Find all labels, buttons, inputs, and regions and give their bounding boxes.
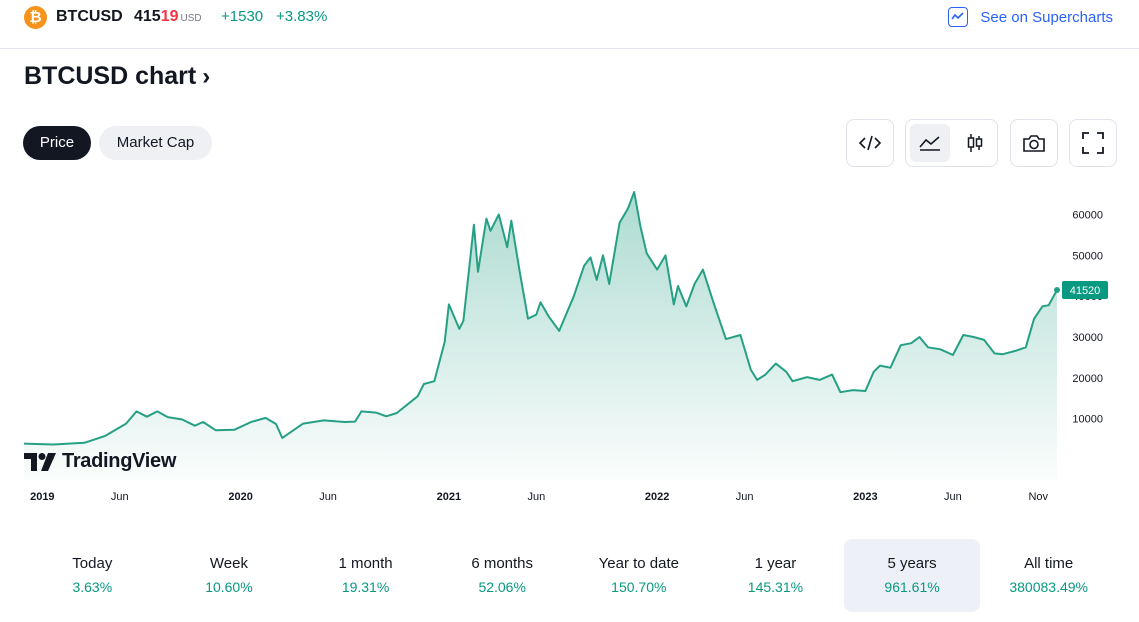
period-value: 150.70% <box>611 579 667 595</box>
period-label: 1 year <box>754 555 797 572</box>
period-value: 145.31% <box>747 579 804 595</box>
candlestick-icon <box>967 134 983 152</box>
x-tick-label: 2021 <box>437 491 461 503</box>
price-chart[interactable]: 100002000030000400005000060000 2019Jun20… <box>0 180 1139 510</box>
header-divider <box>0 48 1139 49</box>
candle-style-button[interactable] <box>955 124 995 162</box>
period-performance-bar: Today 3.63% Week 10.60% 1 month 19.31% 6 mo… <box>24 539 1117 612</box>
period-value: 961.61% <box>884 579 940 595</box>
chart-line-icon <box>948 7 969 27</box>
period-label: All time <box>1024 555 1074 572</box>
last-value-label: 41520 <box>1070 285 1101 297</box>
fullscreen-icon <box>1082 132 1104 154</box>
period-5-years[interactable]: 5 years 961.61% <box>843 539 981 612</box>
symbol-header: ₿ BTCUSD 41519 USD +1530 +3.83% See on Su… <box>0 0 1139 40</box>
price-series-line <box>23 191 1058 446</box>
y-tick-label: 10000 <box>1072 414 1103 426</box>
x-tick-label: Jun <box>111 491 129 503</box>
last-value-badge <box>1062 280 1108 299</box>
period-label: Today <box>72 555 113 572</box>
period-value: 3.63% <box>72 579 113 595</box>
period-value: 10.60% <box>205 579 253 595</box>
period-label: Year to date <box>598 555 679 572</box>
symbol-name[interactable]: BTCUSD <box>56 8 123 25</box>
period-value: 380083.49% <box>1009 579 1088 595</box>
area-chart-icon <box>919 136 940 151</box>
price-currency: USD <box>180 13 202 24</box>
price-change: +1530 <box>221 8 264 25</box>
period-1-month[interactable]: 1 month 19.31% <box>297 539 434 612</box>
x-tick-label: Nov <box>1028 491 1048 503</box>
y-tick-label: 50000 <box>1072 250 1103 262</box>
embed-button[interactable] <box>846 119 894 167</box>
y-tick-label: 30000 <box>1072 332 1103 344</box>
period-1-year[interactable]: 1 year 145.31% <box>707 539 844 612</box>
period-label: 6 months <box>471 555 534 572</box>
tab-price[interactable]: Price <box>23 126 91 160</box>
period-all-time[interactable]: All time 380083.49% <box>980 539 1117 612</box>
bitcoin-icon: ₿ <box>24 6 47 29</box>
x-tick-label: 2020 <box>228 491 252 503</box>
page-title-text: BTCUSD chart <box>24 62 197 90</box>
period-label: Week <box>209 555 248 572</box>
tradingview-label: TradingView <box>62 450 177 472</box>
chevron-right-icon: › <box>202 62 211 90</box>
page-title[interactable]: BTCUSD chart › <box>24 62 210 91</box>
x-tick-label: Jun <box>944 491 962 503</box>
tradingview-logo[interactable]: TradingView <box>24 450 176 473</box>
snapshot-button[interactable] <box>1010 119 1058 167</box>
area-style-button[interactable] <box>910 124 950 162</box>
x-tick-label: 2023 <box>853 491 877 503</box>
y-tick-label: 60000 <box>1072 210 1103 222</box>
chart-style-group <box>905 119 998 167</box>
period-week[interactable]: Week 10.60% <box>161 539 298 612</box>
supercharts-label: See on Supercharts <box>980 8 1113 26</box>
period-label: 1 month <box>338 555 393 572</box>
x-tick-label: 2019 <box>30 491 54 503</box>
price-main: 415 <box>134 8 161 25</box>
last-price: 41519 USD <box>134 8 202 26</box>
fullscreen-button[interactable] <box>1069 119 1117 167</box>
price-tail: 19 <box>160 8 179 25</box>
tradingview-logo-icon <box>24 452 56 471</box>
camera-icon <box>1023 135 1045 152</box>
embed-code-icon <box>859 135 881 151</box>
y-tick-label: 20000 <box>1072 373 1103 385</box>
period-6-months[interactable]: 6 months 52.06% <box>434 539 571 612</box>
period-today[interactable]: Today 3.63% <box>24 539 161 612</box>
see-on-supercharts-link[interactable]: See on Supercharts <box>948 6 1113 28</box>
x-tick-label: Jun <box>319 491 337 503</box>
tab-market-cap[interactable]: Market Cap <box>99 126 212 160</box>
x-tick-label: 2022 <box>645 491 669 503</box>
last-price-dot <box>1054 286 1060 293</box>
period-value: 52.06% <box>478 579 526 595</box>
x-tick-label: Jun <box>527 491 545 503</box>
period-value: 19.31% <box>341 579 390 595</box>
x-tick-label: Jun <box>736 491 754 503</box>
period-label: 5 years <box>887 555 937 572</box>
price-change-percent: +3.83% <box>276 8 328 25</box>
period-year-to-date[interactable]: Year to date 150.70% <box>571 539 708 612</box>
price-area-fill <box>24 192 1057 480</box>
